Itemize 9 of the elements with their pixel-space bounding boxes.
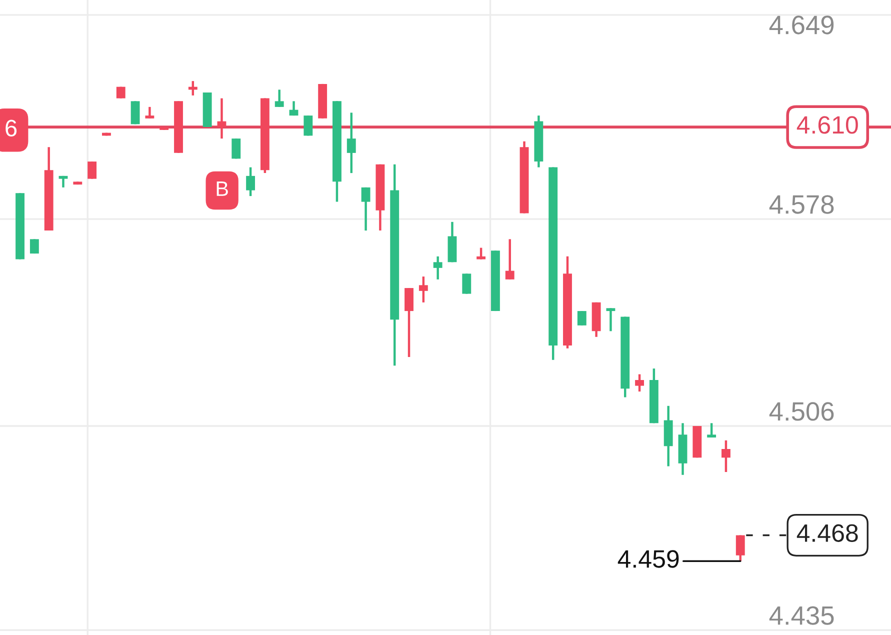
y-tick-label: 4.649 [769,16,834,34]
ref-line-label: 4.610 [796,116,858,134]
y-tick-label: 4.578 [769,195,834,214]
annotation: 4.459 [618,550,679,568]
annotation: 6 [6,120,17,137]
annotation: B [216,182,228,196]
y-tick-label: 4.506 [769,402,834,421]
ref-line-label: 4.468 [796,524,858,542]
y-tick-label: 4.435 [769,606,834,625]
